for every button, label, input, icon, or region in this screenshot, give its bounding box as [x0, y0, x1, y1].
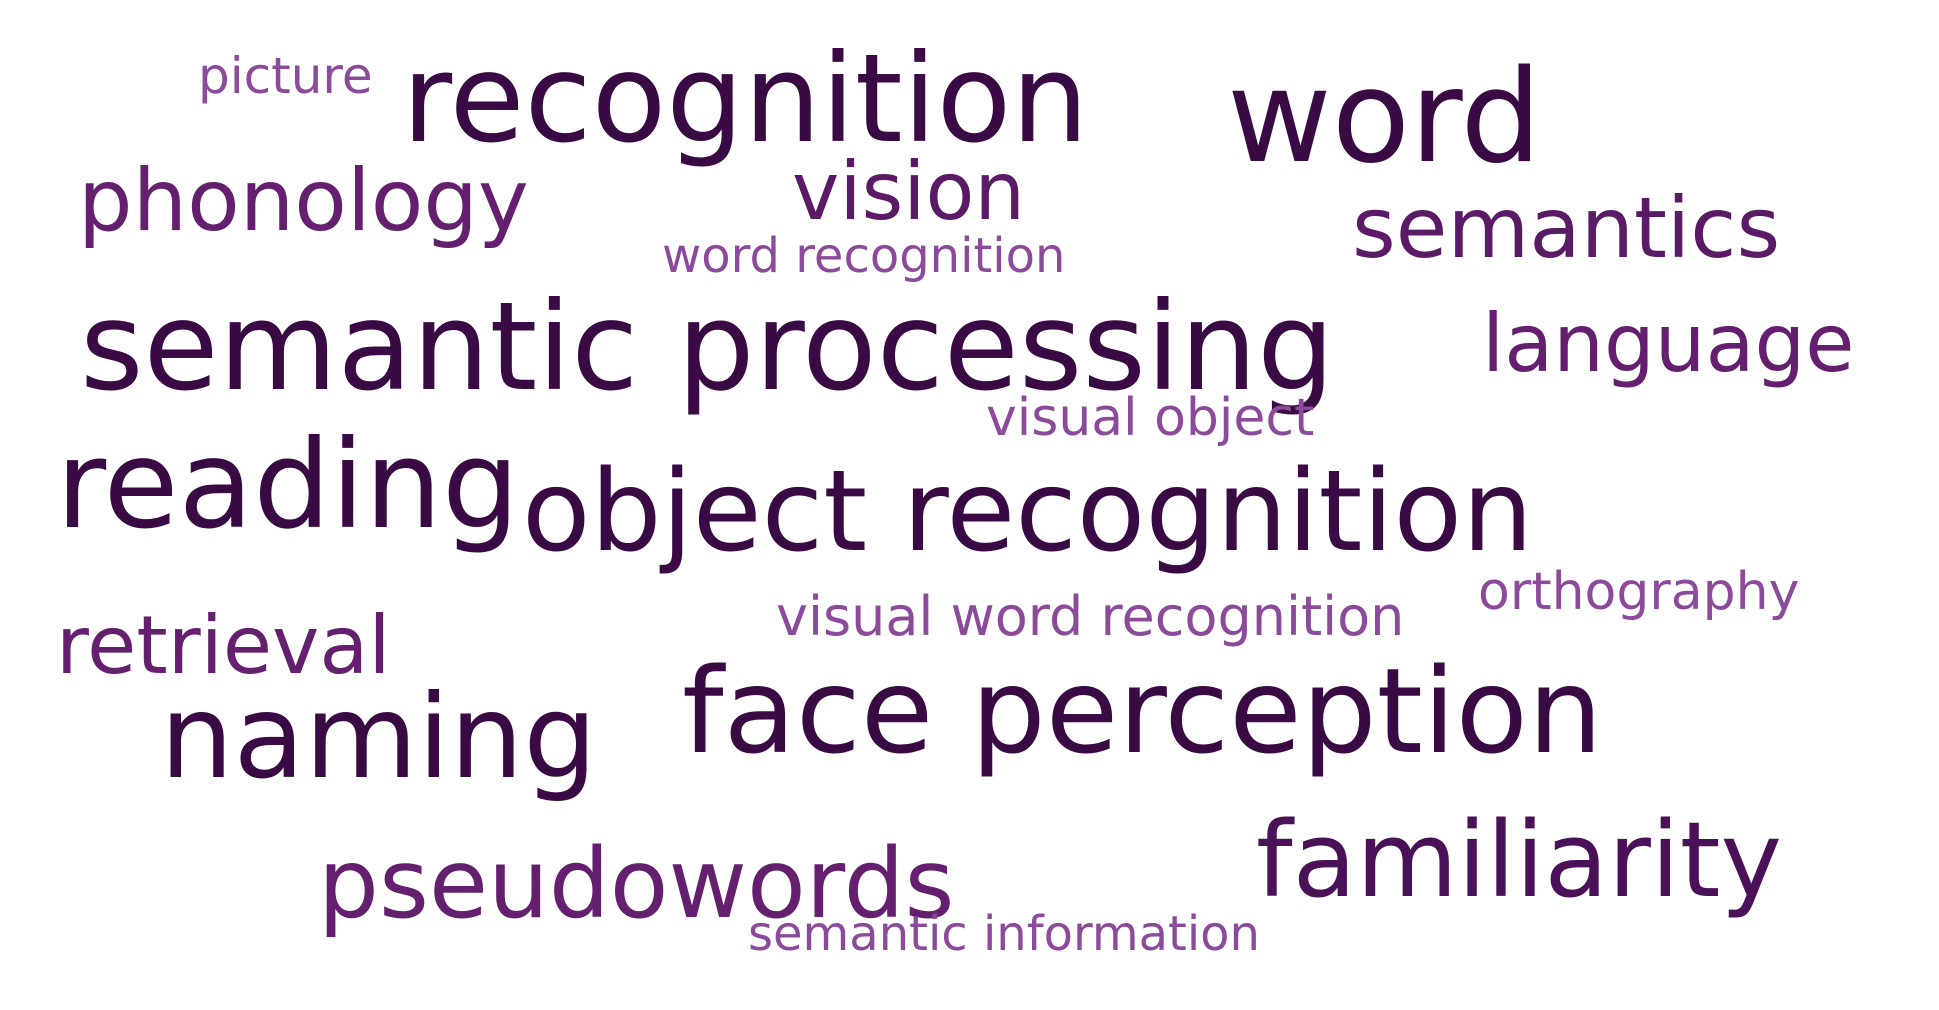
- word-phonology: phonology: [78, 151, 529, 251]
- word-recognition: recognition: [402, 28, 1089, 170]
- word-semantic-information: semantic information: [748, 906, 1260, 962]
- word-pseudowords: pseudowords: [318, 828, 955, 940]
- word-visual-object: visual object: [986, 388, 1315, 448]
- word-word-recognition: word recognition: [662, 228, 1066, 284]
- word-naming: naming: [160, 670, 597, 805]
- word-semantics: semantics: [1352, 179, 1781, 277]
- word-vision: vision: [792, 145, 1026, 238]
- word-familiarity: familiarity: [1256, 799, 1783, 921]
- word-object-recognition: object recognition: [522, 447, 1534, 577]
- word-visual-word-recognition: visual word recognition: [776, 585, 1405, 648]
- word-word: word: [1227, 43, 1542, 192]
- word-picture: picture: [198, 47, 373, 105]
- word-reading: reading: [56, 414, 520, 556]
- word-retrieval: retrieval: [56, 599, 391, 692]
- word-language: language: [1482, 297, 1855, 390]
- word-face-perception: face perception: [682, 642, 1603, 780]
- word-semantic-processing: semantic processing: [80, 276, 1335, 418]
- word-orthography: orthography: [1478, 562, 1800, 622]
